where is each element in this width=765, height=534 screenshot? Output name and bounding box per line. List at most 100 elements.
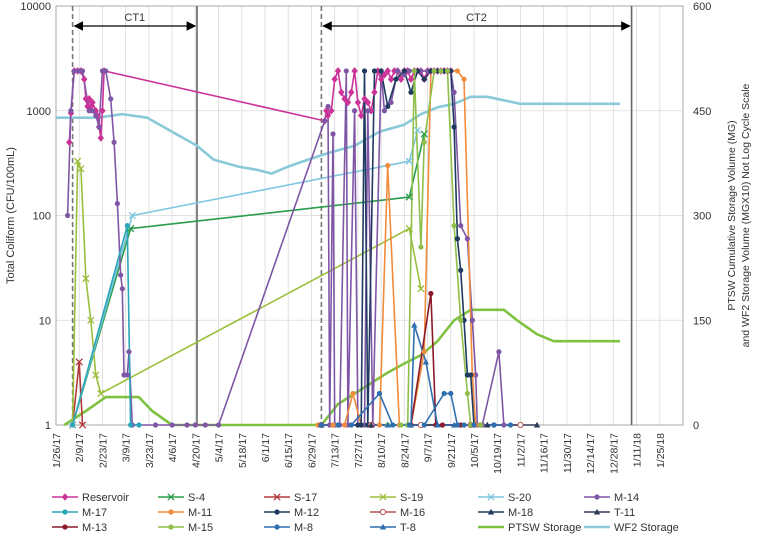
data-point-reservoir bbox=[351, 67, 358, 75]
data-point-m-15 bbox=[431, 68, 437, 74]
data-point-m-14 bbox=[322, 118, 328, 124]
data-point-reservoir bbox=[348, 88, 355, 97]
data-point-reservoir bbox=[66, 138, 73, 147]
data-point-m-8 bbox=[507, 422, 514, 428]
data-point-m-12 bbox=[371, 68, 378, 74]
legend-label-s-17: S-17 bbox=[294, 492, 317, 504]
data-point-s-19 bbox=[97, 389, 105, 398]
data-point-m-15 bbox=[418, 244, 424, 250]
data-point-s-20 bbox=[128, 211, 136, 220]
data-point-m-14 bbox=[184, 422, 190, 428]
data-point-m-8 bbox=[471, 422, 477, 428]
y-right-tick-label: 600 bbox=[693, 1, 711, 13]
data-point-m-12 bbox=[358, 422, 364, 428]
data-point-reservoir bbox=[97, 134, 104, 142]
data-point-m-11 bbox=[330, 422, 336, 428]
y-left-tick-label: 10000 bbox=[20, 1, 51, 13]
data-point-m-17 bbox=[128, 422, 134, 428]
legend-item-s-20: S-20 bbox=[478, 492, 531, 504]
data-point-m-14 bbox=[351, 108, 358, 114]
data-point-reservoir bbox=[89, 98, 96, 107]
x-tick-label: 5/4/17 bbox=[214, 433, 226, 462]
legend-item-m-13: M-13 bbox=[52, 522, 107, 534]
data-point-m-15 bbox=[458, 317, 464, 323]
data-point-m-11 bbox=[421, 349, 427, 355]
data-point-m-8 bbox=[348, 422, 354, 428]
series-markers bbox=[65, 67, 541, 429]
legend-label-m-11: M-11 bbox=[188, 507, 212, 519]
data-point-s-20 bbox=[413, 126, 422, 135]
data-point-m-8 bbox=[461, 422, 467, 428]
data-point-t-11 bbox=[533, 421, 541, 428]
data-point-t-8 bbox=[434, 421, 441, 428]
legend-item-t-8: T-8 bbox=[370, 522, 416, 534]
legend-label-m-15: M-15 bbox=[188, 522, 213, 534]
x-tick-label: 6/15/17 bbox=[283, 433, 295, 468]
data-point-s-4 bbox=[420, 130, 428, 138]
legend-label-t-8: T-8 bbox=[400, 522, 416, 534]
x-tick-label: 8/10/17 bbox=[376, 433, 388, 468]
data-point-s-19 bbox=[87, 316, 95, 324]
data-point-m-14 bbox=[124, 372, 130, 378]
x-tick-label: 1/26/17 bbox=[51, 433, 63, 468]
y-left-tick-label: 100 bbox=[33, 211, 51, 223]
data-point-m-16 bbox=[517, 421, 524, 429]
legend-item-ptsw-storage: PTSW Storage bbox=[478, 522, 581, 534]
legend-item-s-19: S-19 bbox=[370, 492, 423, 504]
data-point-m-14 bbox=[111, 139, 117, 145]
data-point-s-17 bbox=[78, 421, 87, 429]
data-point-m-14 bbox=[202, 422, 208, 428]
x-tick-label: 8/24/17 bbox=[399, 433, 411, 468]
data-point-m-13 bbox=[428, 290, 434, 297]
x-tick-label: 12/28/17 bbox=[608, 433, 620, 474]
legend: Reservoir S-4 S-17 S-19 S-20 M-14 M-17 M-11 M-12… bbox=[52, 492, 679, 534]
data-point-s-4 bbox=[405, 193, 413, 201]
data-point-t-8 bbox=[422, 358, 430, 365]
data-point-m-14 bbox=[119, 286, 125, 292]
x-tick-label: 2/23/17 bbox=[97, 433, 109, 468]
series-line-s-4 bbox=[71, 133, 425, 426]
x-tick-label: 1/25/18 bbox=[655, 433, 667, 468]
legend-item-reservoir: Reservoir bbox=[52, 492, 129, 504]
x-tick-label: 7/13/17 bbox=[330, 433, 342, 468]
legend-marker-s-17 bbox=[273, 493, 281, 501]
legend-marker-m-16 bbox=[379, 508, 387, 516]
data-point-m-14 bbox=[68, 108, 74, 114]
data-point-s-17 bbox=[75, 358, 83, 366]
data-point-m-15 bbox=[421, 139, 427, 145]
legend-label-s-19: S-19 bbox=[400, 492, 423, 504]
legend-marker-m-11 bbox=[168, 509, 174, 515]
x-tick-label: 11/30/17 bbox=[562, 433, 574, 473]
data-point-m-14 bbox=[114, 200, 120, 207]
legend-label-ptsw-storage: PTSW Storage bbox=[508, 522, 581, 534]
x-tick-label: 4/20/17 bbox=[190, 433, 202, 468]
data-point-m-14 bbox=[89, 108, 96, 114]
data-point-m-12 bbox=[458, 267, 464, 273]
data-point-m-14 bbox=[215, 422, 222, 428]
data-point-s-19 bbox=[77, 165, 85, 173]
data-point-m-14 bbox=[395, 68, 401, 74]
data-point-m-14 bbox=[469, 317, 475, 323]
data-point-s-19 bbox=[82, 274, 90, 283]
data-point-reservoir bbox=[407, 75, 415, 84]
legend-marker-m-15 bbox=[168, 524, 174, 530]
data-point-m-11 bbox=[342, 422, 348, 428]
data-point-s-20 bbox=[405, 157, 413, 165]
y-right-tick-label: 0 bbox=[693, 420, 699, 432]
y-left-tick-label: 1000 bbox=[27, 106, 51, 118]
data-point-m-12 bbox=[393, 76, 399, 82]
legend-item-m-15: M-15 bbox=[158, 522, 213, 534]
x-tick-label: 5/18/17 bbox=[237, 433, 249, 468]
data-point-m-8 bbox=[390, 422, 396, 428]
data-point-m-15 bbox=[478, 422, 484, 428]
period-label-ct2: CT2 bbox=[466, 12, 487, 24]
period-markers: CT1 CT2 bbox=[71, 6, 633, 425]
data-point-m-15 bbox=[464, 390, 470, 397]
data-point-m-12 bbox=[401, 68, 407, 74]
legend-label-m-8: M-8 bbox=[294, 522, 313, 534]
data-point-m-14 bbox=[152, 422, 159, 428]
legend-item-s-17: S-17 bbox=[264, 492, 317, 504]
legend-marker-t-11 bbox=[593, 508, 601, 515]
legend-label-m-13: M-13 bbox=[82, 522, 107, 534]
legend-label-m-14: M-14 bbox=[614, 492, 639, 504]
